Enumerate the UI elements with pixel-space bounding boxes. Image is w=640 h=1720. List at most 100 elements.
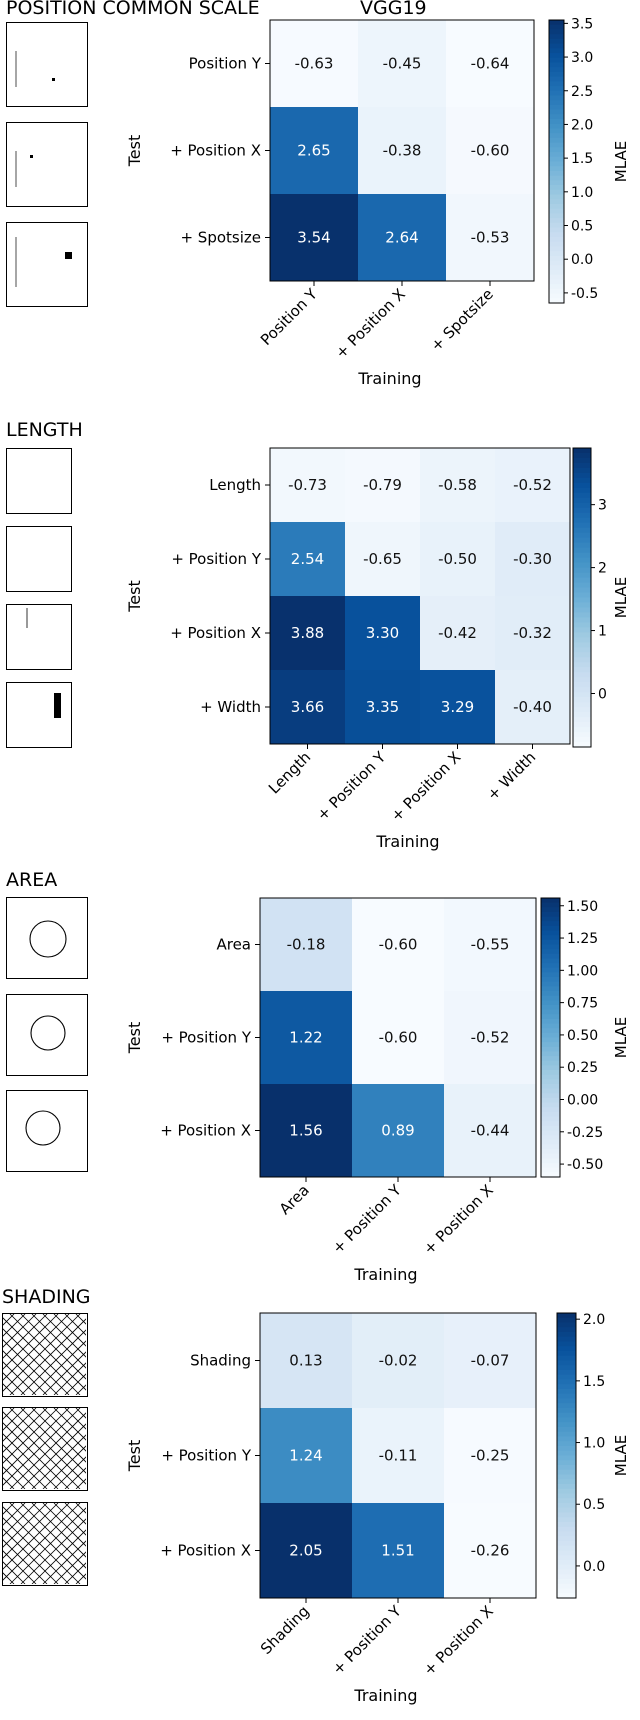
heatmap-value-label: -0.25 (471, 1447, 510, 1465)
colorbar-segment (557, 1588, 576, 1594)
colorbar-segment (541, 1060, 560, 1066)
colorbar-segment (573, 742, 591, 748)
colorbar-segment (557, 1507, 576, 1514)
colorbar-segment (557, 1465, 576, 1471)
colorbar-segment (541, 967, 560, 973)
colorbar-segment (549, 71, 564, 78)
heatmap-value-label: 2.65 (297, 142, 330, 160)
colorbar-segment (541, 902, 560, 908)
heatmap-cell (495, 522, 570, 596)
hatch-line (0, 1407, 26, 1434)
colorbar-segment (549, 67, 564, 73)
heatmap-cell (345, 670, 420, 744)
heatmap-value-label: -0.79 (363, 476, 402, 494)
heatmap-value-label: -0.50 (438, 550, 477, 568)
colorbar-segment (541, 1153, 560, 1159)
colorbar-segment (573, 622, 591, 628)
heatmap-value-label: 3.66 (291, 698, 324, 716)
heatmap-cell (444, 1084, 536, 1177)
heatmap-cell (260, 1313, 352, 1408)
colorbar-segment (541, 939, 560, 946)
colorbar-segment (573, 647, 591, 653)
heatmap-cell (352, 1084, 444, 1177)
colorbar-segment (541, 1130, 560, 1136)
hatch-line (0, 1369, 26, 1396)
heatmap-value-label: 3.30 (366, 624, 399, 642)
colorbar-segment (541, 991, 560, 997)
colorbar-segment (549, 189, 564, 196)
hatch-line (0, 1502, 48, 1551)
colorbar-segment (557, 1493, 576, 1499)
y-tick-label: + Position X (170, 142, 261, 160)
heatmap-cell (358, 20, 446, 107)
colorbar-segment (549, 53, 564, 59)
heatmap-cell (270, 194, 358, 281)
colorbar-tick-label: 0.0 (571, 252, 593, 268)
y-tick-label: + Spotsize (180, 229, 261, 247)
position-x-stimulus-icon (6, 122, 88, 207)
colorbar-segment (549, 100, 564, 106)
colorbar-segment (573, 672, 591, 678)
colorbar-segment (549, 194, 564, 200)
colorbar-tick-label: 1.25 (567, 931, 598, 947)
colorbar-segment (573, 467, 591, 474)
colorbar-segment (541, 972, 560, 978)
colorbar-segment (557, 1579, 576, 1585)
heatmap-value-label: -0.58 (438, 476, 477, 494)
colorbar-segment (541, 911, 560, 918)
colorbar-segment (549, 199, 564, 205)
colorbar-segment (549, 251, 564, 257)
colorbar-segment (549, 152, 564, 158)
colorbar-tick-label: 0.75 (567, 996, 598, 1012)
heatmap-cell (260, 898, 352, 991)
colorbar-tick-label: 0.5 (571, 219, 593, 235)
colorbar-segment (541, 1125, 560, 1132)
position-stimulus-drawing (15, 237, 72, 287)
colorbar-segment (573, 602, 591, 609)
heatmap-value-label: 2.64 (385, 229, 418, 247)
hatch-line (0, 1502, 81, 1584)
colorbar-segment (573, 517, 591, 524)
colorbar-segment (557, 1322, 576, 1328)
colorbar-segment (541, 1032, 560, 1039)
heatmap-cell (420, 448, 495, 522)
length-stimulus-icon (6, 448, 72, 514)
colorbar-segment (557, 1569, 576, 1575)
colorbar-tick-label: 2.0 (583, 1312, 605, 1328)
heatmap-cell (444, 991, 536, 1084)
heatmap-value-label: -0.60 (379, 1029, 418, 1047)
colorbar-segment (541, 981, 560, 987)
colorbar-segment (573, 582, 591, 589)
section-title-length: LENGTH (6, 419, 83, 441)
heatmap-cell (444, 1503, 536, 1598)
area-circle-stimulus-icon (6, 897, 88, 979)
colorbar-segment (549, 208, 564, 214)
heatmap-value-label: -0.73 (288, 476, 327, 494)
heatmap-cell (358, 107, 446, 194)
position-stimulus-drawing (15, 51, 55, 87)
area-stimulus-drawing (30, 1015, 66, 1051)
colorbar-segment (573, 587, 591, 594)
x-tick-label: + Position X (420, 1602, 497, 1679)
colorbar-segment (549, 104, 564, 111)
colorbar-segment (557, 1512, 576, 1518)
heatmap-cell (446, 20, 534, 107)
heatmap-value-label: -0.55 (471, 936, 510, 954)
colorbar-segment (549, 48, 564, 54)
colorbar-segment (549, 218, 564, 224)
colorbar-label: MLAE (612, 577, 630, 618)
colorbar-segment (557, 1341, 576, 1347)
colorbar-segment (549, 57, 564, 64)
heatmap-value-label: 3.88 (291, 624, 324, 642)
heatmap-value-label: -0.42 (438, 624, 477, 642)
colorbar-segment (541, 1163, 560, 1169)
colorbar-segment (549, 170, 564, 177)
colorbar-segment (573, 542, 591, 549)
colorbar-segment (557, 1550, 576, 1556)
colorbar-segment (573, 507, 591, 514)
colorbar-segment (541, 1009, 560, 1015)
colorbar-segment (557, 1313, 576, 1319)
heatmap-value-label: 1.51 (381, 1542, 414, 1560)
colorbar-segment (557, 1389, 576, 1395)
y-tick-label: + Position X (160, 1542, 251, 1560)
